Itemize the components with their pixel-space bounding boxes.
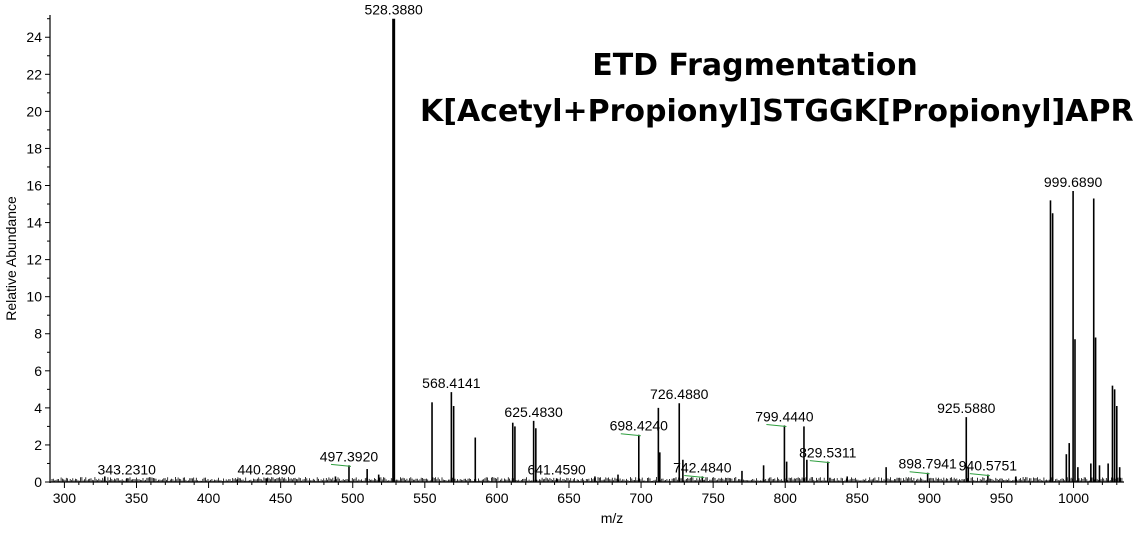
y-tick-label: 10 — [26, 289, 42, 305]
x-axis-title: m/z — [601, 510, 624, 526]
x-tick-label: 600 — [485, 490, 509, 506]
spectrum-peaks — [103, 18, 1121, 482]
y-tick-label: 12 — [26, 252, 42, 268]
label-marker — [809, 460, 830, 464]
x-tick-label: 750 — [701, 490, 725, 506]
y-tick-label: 18 — [26, 140, 42, 156]
peak-label: 568.4141 — [422, 375, 481, 391]
peak-label: 940.5751 — [959, 458, 1018, 474]
peak-label: 898.7941 — [898, 456, 957, 472]
x-tick-label: 650 — [557, 490, 581, 506]
peak-label: 641.4590 — [527, 461, 586, 477]
x-tick-label: 400 — [197, 490, 221, 506]
y-tick-label: 4 — [34, 400, 42, 416]
y-tick-label: 2 — [34, 437, 42, 453]
baseline-noise — [51, 477, 1123, 482]
peak-label: 742.4840 — [673, 459, 732, 475]
x-tick-label: 900 — [918, 490, 942, 506]
x-tick-label: 450 — [269, 490, 293, 506]
peak-label: 625.4830 — [504, 404, 563, 420]
y-tick-label: 8 — [34, 326, 42, 342]
noise-path — [51, 477, 1123, 482]
peak-label: 726.4880 — [650, 386, 709, 402]
x-tick-label: 850 — [846, 490, 870, 506]
peak-label: 999.6890 — [1044, 174, 1103, 190]
x-tick-label: 1000 — [1058, 490, 1089, 506]
y-tick-label: 22 — [26, 66, 42, 82]
peak-label: 343.2310 — [98, 461, 157, 477]
peak-label: 698.4240 — [610, 418, 669, 434]
peak-label: 925.5880 — [937, 400, 996, 416]
x-tick-label: 700 — [629, 490, 653, 506]
label-marker — [909, 471, 930, 475]
chart-title: ETD Fragmentation — [592, 48, 918, 83]
chart-subtitle: K[Acetyl+Propionyl]STGGK[Propionyl]APR — [420, 94, 1134, 129]
label-marker — [684, 474, 705, 478]
label-marker — [766, 423, 787, 427]
x-tick-label: 350 — [125, 490, 149, 506]
peak-label: 497.3920 — [320, 448, 379, 464]
x-tick-label: 300 — [53, 490, 77, 506]
x-tick-label: 950 — [990, 490, 1014, 506]
y-tick-label: 24 — [26, 29, 42, 45]
x-tick-label: 800 — [774, 490, 798, 506]
label-marker — [969, 473, 990, 477]
y-axis-title: Relative Abundance — [3, 196, 19, 321]
x-tick-label: 500 — [341, 490, 365, 506]
y-tick-label: 20 — [26, 103, 42, 119]
peak-labels: 343.2310 440.2890 497.3920 528.3880 568.4141… — [98, 2, 1103, 478]
y-tick-label: 6 — [34, 363, 42, 379]
peak-label: 528.3880 — [364, 2, 423, 18]
y-tick-label: 14 — [26, 215, 42, 231]
y-tick-label: 0 — [34, 474, 42, 490]
y-tick-label: 16 — [26, 177, 42, 193]
peak-label: 799.4440 — [755, 408, 814, 424]
label-marker — [620, 433, 641, 437]
peak-label: 829.5311 — [799, 445, 857, 461]
peak-label: 440.2890 — [237, 461, 296, 477]
x-tick-label: 550 — [413, 490, 437, 506]
label-marker — [330, 463, 352, 467]
